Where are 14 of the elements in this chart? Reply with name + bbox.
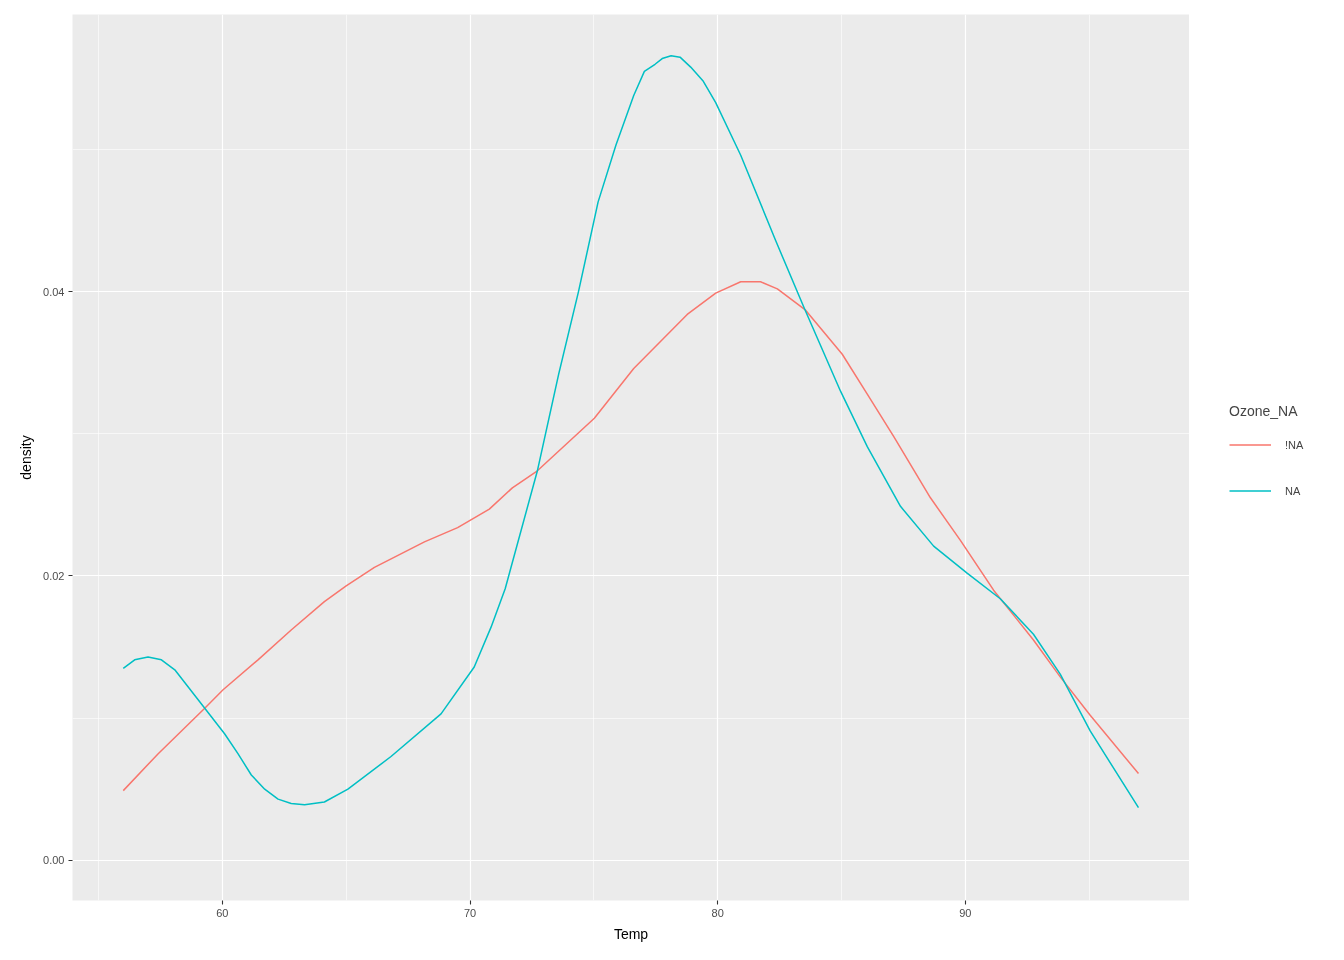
y-axis-title: density [18, 435, 35, 480]
x-axis-title: Temp [613, 925, 649, 942]
x-tick-label: 80 [711, 906, 724, 919]
legend-label: !NA [1285, 438, 1305, 451]
y-tick-label: 0.04 [43, 285, 65, 298]
x-tick-label: 60 [216, 906, 229, 919]
y-tick-label: 0.02 [43, 569, 65, 582]
line-series [122, 280, 1140, 792]
legend-title: Ozone_NA [1229, 402, 1299, 419]
legend-label: NA [1285, 484, 1302, 497]
y-tick-label: 0.00 [43, 854, 65, 867]
x-tick-label: 90 [959, 906, 972, 919]
x-tick-label: 70 [463, 906, 477, 919]
line-series [122, 54, 1140, 809]
